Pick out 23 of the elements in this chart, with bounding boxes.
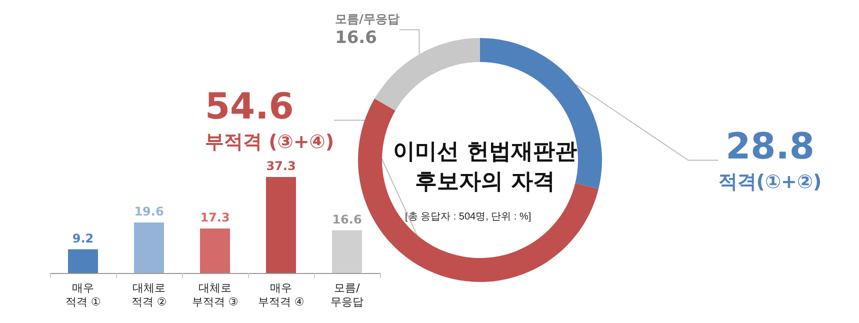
bar	[200, 228, 230, 273]
x-tick-label: 모름/ 무응답	[330, 282, 364, 308]
text: 이미선 헌법재판관 후보자의 자격	[393, 140, 577, 194]
data-label: 28.8	[726, 126, 814, 168]
bar	[134, 222, 164, 273]
data-label: 9.2	[72, 231, 94, 246]
data-label: 37.3	[266, 158, 296, 173]
bar	[266, 176, 296, 273]
data-label: 19.6	[134, 204, 164, 219]
x-tick-label: 매우 적격 ①	[65, 282, 101, 308]
x-tick-label: 매우 부적격 ④	[258, 282, 304, 308]
data-label: 16.6	[335, 28, 377, 48]
x-tick-label: 대체로 적격 ②	[131, 282, 167, 308]
data-label: 17.3	[200, 210, 230, 224]
data-label: 16.6	[332, 212, 362, 226]
slice-label: 부적격 (③+④)	[205, 131, 334, 153]
bar	[68, 249, 98, 273]
data-label: 54.6	[205, 86, 294, 128]
text: [총 응답자 : 504명, 단위 : %]	[405, 212, 532, 222]
x-tick-label: 대체로 부적격 ③	[192, 282, 238, 308]
slice-label: 적격(①+②)	[718, 171, 822, 193]
bar	[332, 230, 362, 273]
slice-label: 모름/무응답	[335, 12, 400, 26]
